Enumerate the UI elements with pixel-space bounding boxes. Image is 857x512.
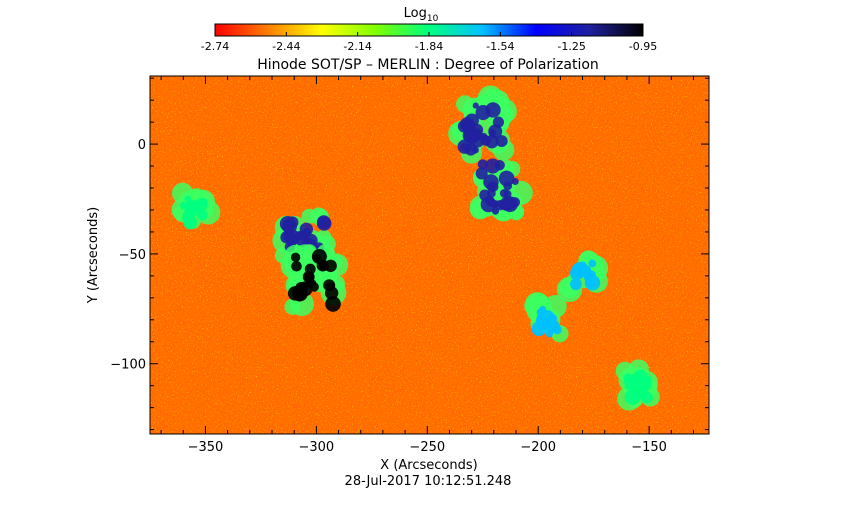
polarization-region	[615, 359, 660, 411]
colorbar-tick-label: -1.84	[415, 40, 443, 53]
region-core	[475, 105, 491, 121]
region-halo	[301, 208, 317, 224]
region-core	[461, 121, 472, 132]
timestamp: 28-Jul-2017 10:12:51.248	[345, 474, 512, 489]
colorbar-ticks: -2.74 -2.44 -2.14 -1.84 -1.54 -1.25 -0.95	[201, 32, 657, 53]
region-core	[572, 262, 589, 278]
region-core	[291, 260, 302, 272]
polarization-region	[280, 244, 349, 317]
region-halo	[315, 229, 332, 246]
region-core	[196, 209, 208, 221]
x-tick-label: −200	[520, 440, 556, 455]
region-core	[299, 222, 314, 236]
region-core	[498, 170, 515, 187]
region-core	[487, 200, 495, 207]
region-core	[480, 135, 492, 146]
colorbar-tick-label: -0.95	[629, 40, 657, 53]
region-core	[502, 196, 518, 213]
colorbar-label: Log10	[404, 6, 439, 24]
region-core	[479, 189, 491, 201]
region-core	[472, 102, 479, 109]
region-core	[297, 281, 313, 297]
region-core	[536, 313, 546, 323]
region-core	[632, 384, 648, 400]
region-core	[187, 217, 197, 227]
y-tick-label: 0	[138, 138, 146, 153]
region-core	[495, 135, 508, 148]
region-core	[536, 308, 544, 316]
polarization-region	[469, 158, 533, 222]
y-tick-label: −50	[119, 248, 146, 263]
region-core	[547, 313, 558, 324]
region-core	[286, 216, 299, 229]
y-axis-label: Y (Arcseconds)	[86, 207, 101, 304]
region-core	[311, 249, 327, 265]
x-tick-label: −350	[188, 440, 224, 455]
colorbar-tick-label: -2.44	[272, 40, 300, 53]
polarization-region	[524, 292, 569, 343]
region-core	[585, 278, 595, 288]
region-core	[316, 215, 331, 229]
colorbar: Log10 -2.74 -2.44 -2.14 -1.84 -1.54 -1.25 -0.9…	[201, 6, 657, 53]
region-core	[184, 195, 192, 203]
region-core	[199, 198, 208, 207]
region-core	[491, 207, 500, 215]
region-core	[552, 325, 562, 335]
heatmap-plot: −350 −300 −250 −200 −150 0 −50 −100	[110, 75, 710, 455]
region-core	[485, 158, 501, 174]
region-core	[570, 278, 582, 291]
x-axis-label: X (Arcseconds)	[380, 458, 477, 473]
region-core	[290, 252, 301, 263]
region-core	[470, 128, 483, 141]
plot-frame	[149, 75, 710, 435]
region-core	[325, 296, 341, 312]
region-core	[499, 188, 509, 198]
y-tick-label: −100	[110, 358, 146, 373]
region-core	[285, 229, 301, 245]
region-core	[511, 178, 519, 186]
heatmap-speckles	[150, 76, 709, 434]
polarization-region	[448, 85, 517, 164]
y-axis: 0 −50 −100	[110, 77, 709, 431]
region-core	[588, 259, 597, 268]
region-core	[471, 146, 479, 154]
region-core	[179, 201, 188, 210]
chart-title: Hinode SOT/SP – MERLIN : Degree of Polar…	[257, 57, 599, 73]
polarization-region	[556, 250, 609, 303]
region-core	[503, 181, 513, 191]
region-core	[324, 286, 339, 300]
region-core	[483, 174, 499, 190]
x-tick-label: −250	[409, 440, 445, 455]
polarization-region	[171, 182, 221, 230]
x-axis: −350 −300 −250 −200 −150	[160, 76, 694, 455]
region-core	[488, 124, 503, 139]
colorbar-tick-label: -2.14	[343, 40, 371, 53]
x-tick-label: −300	[299, 440, 335, 455]
region-core	[305, 274, 315, 284]
x-tick-label: −150	[631, 440, 667, 455]
region-core	[475, 167, 488, 180]
colorbar-tick-label: -1.54	[486, 40, 514, 53]
region-core	[645, 375, 653, 383]
region-core	[531, 321, 547, 337]
heatmap-regions	[171, 85, 660, 411]
colorbar-tick-label: -1.25	[557, 40, 585, 53]
colorbar-tick-label: -2.74	[201, 40, 229, 53]
